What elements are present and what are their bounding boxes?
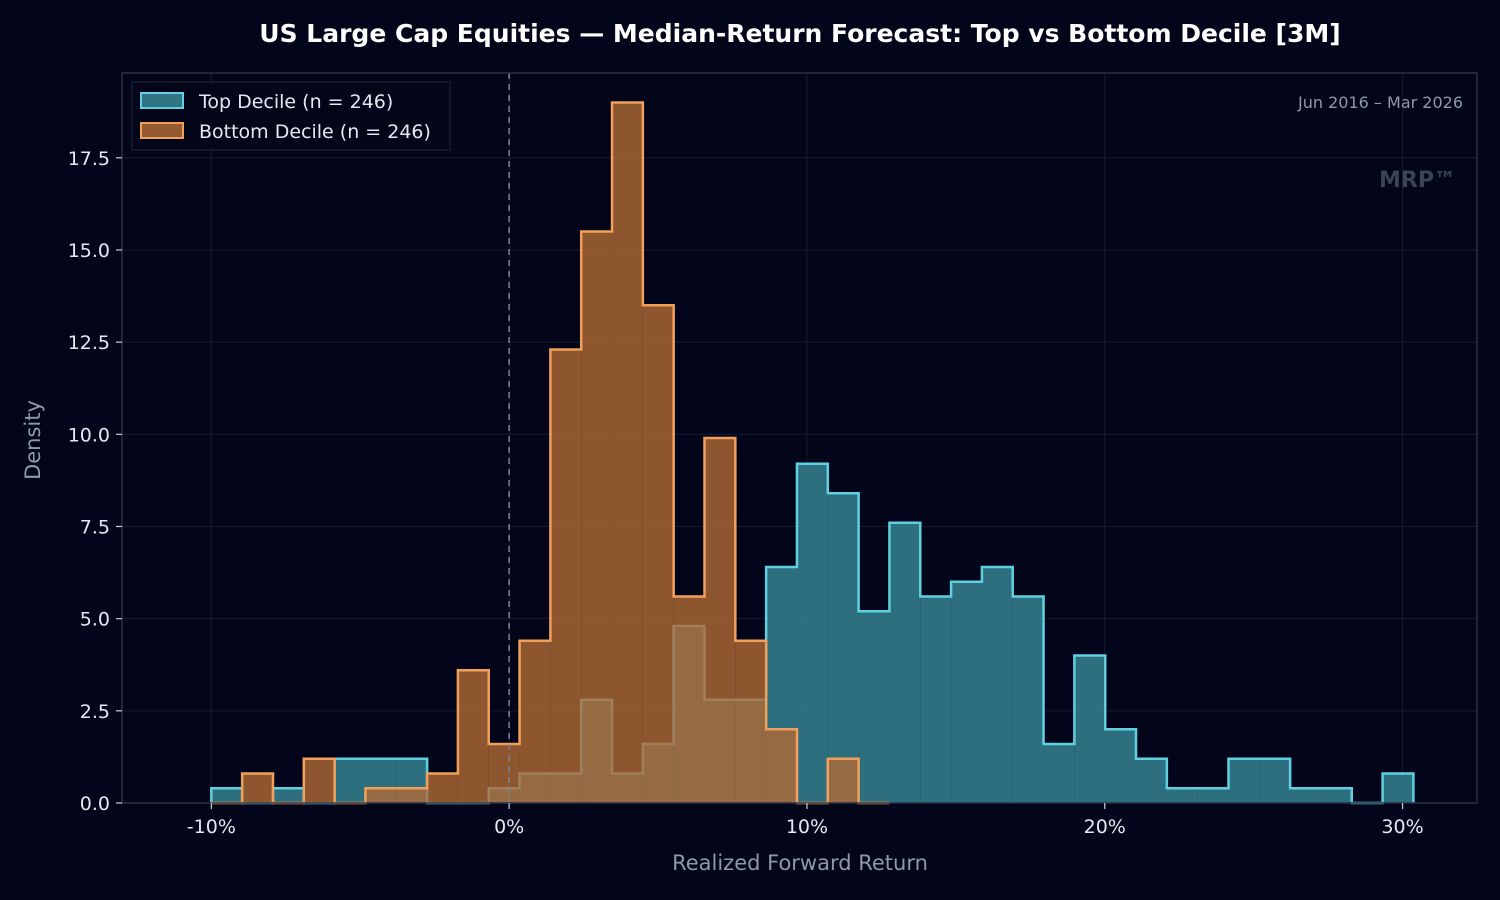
histogram-bar [1259,758,1291,803]
histogram-bar [1197,788,1229,803]
y-tick-label: 15.0 [68,240,110,262]
histogram-bar [920,596,952,803]
y-tick-label: 17.5 [68,148,110,170]
y-tick-label: 5.0 [80,609,110,631]
histogram-bar [642,305,674,803]
legend-label-bottom-decile: Bottom Decile (n = 246) [199,121,431,143]
histogram-bar [827,493,859,803]
chart-title: US Large Cap Equities — Median-Return Fo… [259,19,1340,48]
histogram-bar [1166,788,1198,803]
histogram-bar [272,788,304,803]
plot-frame [121,72,1478,804]
histogram-bar [858,611,890,803]
histogram-bar [1074,655,1106,803]
histogram-bar [427,773,458,803]
y-tick-label: 12.5 [68,332,110,354]
histogram-bar [827,758,859,803]
y-tick-label: 0.0 [80,793,110,815]
histogram-bar [581,231,613,804]
x-tick-label: 20% [1084,816,1126,838]
series-0 [210,462,1415,805]
legend: Top Decile (n = 246) Bottom Decile (n = … [131,81,451,151]
x-axis-label: Realized Forward Return [672,851,928,875]
histogram-bar [673,596,705,803]
histogram-bar [1012,596,1044,803]
histogram-bar [1136,758,1167,803]
histogram-bar [457,670,489,803]
histogram-bar [889,522,921,803]
series-1 [211,101,890,805]
y-tick-label: 2.5 [80,701,110,723]
histogram-bar [488,744,520,803]
histogram-bar [1320,788,1352,803]
x-tick-label: 10% [786,816,828,838]
watermark: MRP™ [1379,168,1456,193]
histogram-bar [519,640,551,803]
histogram-bar [303,758,335,803]
histogram-bar [365,788,397,803]
x-tick-label: 30% [1381,816,1423,838]
series-outline [211,101,890,805]
histogram-bar [242,773,273,803]
y-axis-label: Density [21,400,45,480]
histogram-bar [1105,729,1137,803]
histogram-bar [981,567,1013,803]
histogram-bar [612,102,643,804]
histogram-bar [396,788,428,803]
legend-swatch-top-decile [140,92,184,109]
plot-area: 0.0 2.5 5.0 7.5 10.0 12.5 15.0 17.5 -10% 0% 10% 20%… [68,72,1478,838]
histogram-bar [1043,744,1075,803]
histogram-bar [796,463,828,803]
histogram-bar [211,788,243,803]
histogram-bar [735,640,767,803]
histogram-bar [550,349,582,803]
date-range-label: Jun 2016 – Mar 2026 [1297,93,1463,112]
series-outline [210,462,1415,805]
legend-box [131,81,451,151]
y-tick-label: 10.0 [68,424,110,446]
histogram-bar [1382,773,1414,803]
histogram-bar [766,729,797,803]
histogram-bar [704,438,736,803]
x-tick-label: -10% [187,816,236,838]
histogram-bar [334,758,366,803]
histogram-bar [951,581,982,803]
legend-swatch-bottom-decile [140,122,184,139]
histogram-bar [1228,758,1260,803]
y-tick-label: 7.5 [80,516,110,538]
histogram-bar [1290,788,1321,803]
x-tick-label: 0% [494,816,524,838]
legend-label-top-decile: Top Decile (n = 246) [198,91,393,113]
